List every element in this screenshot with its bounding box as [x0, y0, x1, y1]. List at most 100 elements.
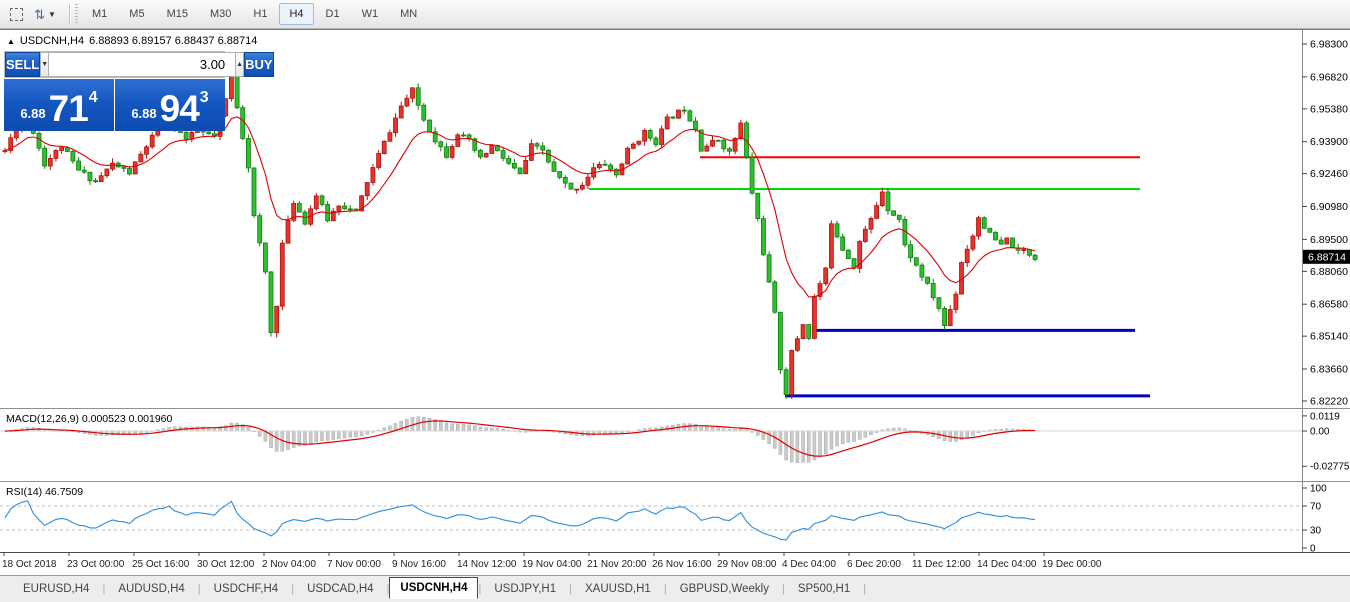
time-axis-label: 6 Dec 20:00 [847, 559, 901, 570]
rsi-line [4, 500, 1036, 541]
chart-tab-usdcad[interactable]: USDCAD,H4 [307, 583, 374, 595]
moving-average-line [4, 116, 1036, 298]
chart-tabs-bar: EURUSD,H4 | AUDUSD,H4 | USDCHF,H4 | USDCAD,H4 |… [0, 575, 1350, 602]
macd-axis-label: 0.0119 [1310, 411, 1340, 422]
chart-tab-usdcnh[interactable]: USDCNH,H4 [389, 577, 479, 599]
tab-separator: | [863, 583, 867, 595]
timeframe-button-h4[interactable]: H4 [279, 3, 314, 25]
tab-separator: | [478, 583, 482, 595]
time-axis-label: 25 Oct 16:00 [132, 559, 190, 570]
auto-arrange-button[interactable]: ⇅ ▼ [28, 3, 62, 25]
rsi-indicator-label: RSI(14) 46.7509 [6, 486, 84, 498]
chart-shift-button[interactable] [4, 3, 28, 25]
dropdown-caret-icon: ▼ [47, 9, 56, 19]
time-axis-label: 9 Nov 16:00 [392, 559, 446, 570]
chart-tab-xauusd[interactable]: XAUUSD,H1 [585, 583, 651, 595]
chart-window: 6.98300 6.96820 6.95380 6.93900 6.92460 6.909… [0, 29, 1350, 575]
chart-title: ▲ USDCNH,H4 6.88893 6.89157 6.88437 6.88… [7, 35, 257, 47]
volume-increase-button[interactable]: ▲ [235, 52, 245, 77]
current-price-badge: 6.88714 [1303, 249, 1350, 264]
time-axis-label: 30 Oct 12:00 [197, 559, 255, 570]
time-axis-label: 7 Nov 00:00 [327, 559, 381, 570]
chart-tab-audusd[interactable]: AUDUSD,H4 [118, 583, 185, 595]
rsi-axis-label: 0 [1310, 544, 1316, 555]
one-click-trading-panel: SELL ▼ ▲ BUY 6.88 71 4 6.88 94 3 [4, 51, 274, 131]
chart-tab-eurusd[interactable]: EURUSD,H4 [23, 583, 90, 595]
price-chart[interactable]: 6.98300 6.96820 6.95380 6.93900 6.92460 6.909… [0, 30, 1350, 576]
timeframe-buttons: M1 M5 M15 M30 H1 H4 D1 W1 MN [82, 3, 427, 25]
collapse-panel-icon[interactable]: ▲ [7, 36, 15, 46]
rsi-axis: 100 70 30 0 [1302, 484, 1327, 555]
svg-text:6.88714: 6.88714 [1308, 252, 1346, 264]
sell-price-sup: 4 [88, 89, 98, 106]
tab-separator: | [197, 583, 201, 595]
time-axis-label: 18 Oct 2018 [2, 559, 57, 570]
trade-controls-row: SELL ▼ ▲ BUY [4, 51, 274, 78]
chart-tab-usdchf[interactable]: USDCHF,H4 [213, 583, 279, 595]
price-axis-label: 6.88060 [1310, 266, 1348, 278]
volume-input[interactable] [49, 52, 236, 77]
chart-shift-icon [9, 7, 23, 21]
timeframe-button-h1[interactable]: H1 [243, 3, 277, 25]
trade-prices-row: 6.88 71 4 6.88 94 3 [4, 79, 225, 131]
chart-tab-gbpusd[interactable]: GBPUSD,Weekly [679, 583, 769, 595]
timeframe-button-d1[interactable]: D1 [316, 3, 350, 25]
horizontal-lines [589, 156, 1150, 398]
ohlc-values: 6.88893 6.89157 6.88437 6.88714 [89, 35, 258, 47]
time-axis-label: 11 Dec 12:00 [912, 559, 971, 570]
price-axis: 6.98300 6.96820 6.95380 6.93900 6.92460 6.909… [1302, 39, 1348, 408]
price-axis-label: 6.96820 [1310, 71, 1348, 83]
time-axis-label: 14 Nov 12:00 [457, 559, 517, 570]
candlestick-series [2, 64, 1038, 400]
price-axis-label: 6.93900 [1310, 136, 1348, 148]
sell-price-small: 6.88 [20, 106, 46, 121]
price-axis-label: 6.83660 [1310, 364, 1348, 376]
tab-separator: | [663, 583, 667, 595]
macd-signal-line [4, 420, 1036, 457]
timeframe-button-mn[interactable]: MN [390, 3, 427, 25]
time-axis-label: 2 Nov 04:00 [262, 559, 316, 570]
tab-separator: | [386, 583, 390, 595]
timeframe-button-m5[interactable]: M5 [119, 3, 154, 25]
timeframe-button-m1[interactable]: M1 [82, 3, 117, 25]
toolbar: ⇅ ▼ M1 M5 M15 M30 H1 H4 D1 W1 MN [0, 0, 1350, 29]
chart-tab-sp500[interactable]: SP500,H1 [797, 583, 851, 595]
price-axis-label: 6.85140 [1310, 331, 1348, 343]
timeframe-button-m15[interactable]: M15 [157, 3, 198, 25]
rsi-axis-label: 30 [1310, 526, 1322, 537]
toolbar-separator [69, 4, 70, 24]
price-axis-label: 6.86580 [1310, 299, 1348, 311]
price-axis-label: 6.82220 [1310, 396, 1348, 408]
symbol-name: USDCNH,H4 [19, 35, 85, 47]
timeframe-button-w1[interactable]: W1 [352, 3, 389, 25]
rsi-axis-label: 100 [1310, 484, 1327, 495]
macd-axis-label: -0.02775 [1310, 462, 1350, 473]
buy-button[interactable]: BUY [244, 52, 274, 77]
macd-axis-label: 0.00 [1310, 427, 1330, 438]
volume-decrease-button[interactable]: ▼ [40, 52, 50, 77]
timeframe-button-m30[interactable]: M30 [200, 3, 241, 25]
sell-price-big: 71 [48, 87, 89, 129]
auto-arrange-icon: ⇅ [34, 6, 45, 22]
price-axis-label: 6.89500 [1310, 234, 1348, 246]
tab-separator: | [781, 583, 785, 595]
time-axis-label: 26 Nov 16:00 [652, 559, 712, 570]
toolbar-drag-handle[interactable] [75, 4, 78, 24]
time-axis-label: 21 Nov 20:00 [587, 559, 647, 570]
buy-price-small: 6.88 [131, 106, 157, 121]
time-axis-label: 4 Dec 04:00 [782, 559, 836, 570]
chart-tab-usdjpy[interactable]: USDJPY,H1 [494, 583, 557, 595]
macd-axis: 0.0119 0.00 -0.02775 [1302, 411, 1350, 473]
macd-indicator-label: MACD(12,26,9) 0.000523 0.001960 [6, 413, 173, 425]
panel-separators[interactable] [0, 408, 1350, 553]
price-axis-label: 6.90980 [1310, 201, 1348, 213]
price-axis-label: 6.92460 [1310, 168, 1348, 180]
buy-price-button[interactable]: 6.88 94 3 [115, 79, 225, 131]
tab-separator: | [569, 583, 572, 595]
tab-separator: | [102, 583, 106, 595]
time-axis-label: 14 Dec 04:00 [977, 559, 1037, 570]
time-axis-label: 19 Dec 00:00 [1042, 559, 1102, 570]
sell-price-button[interactable]: 6.88 71 4 [4, 79, 114, 131]
sell-button[interactable]: SELL [5, 52, 41, 77]
